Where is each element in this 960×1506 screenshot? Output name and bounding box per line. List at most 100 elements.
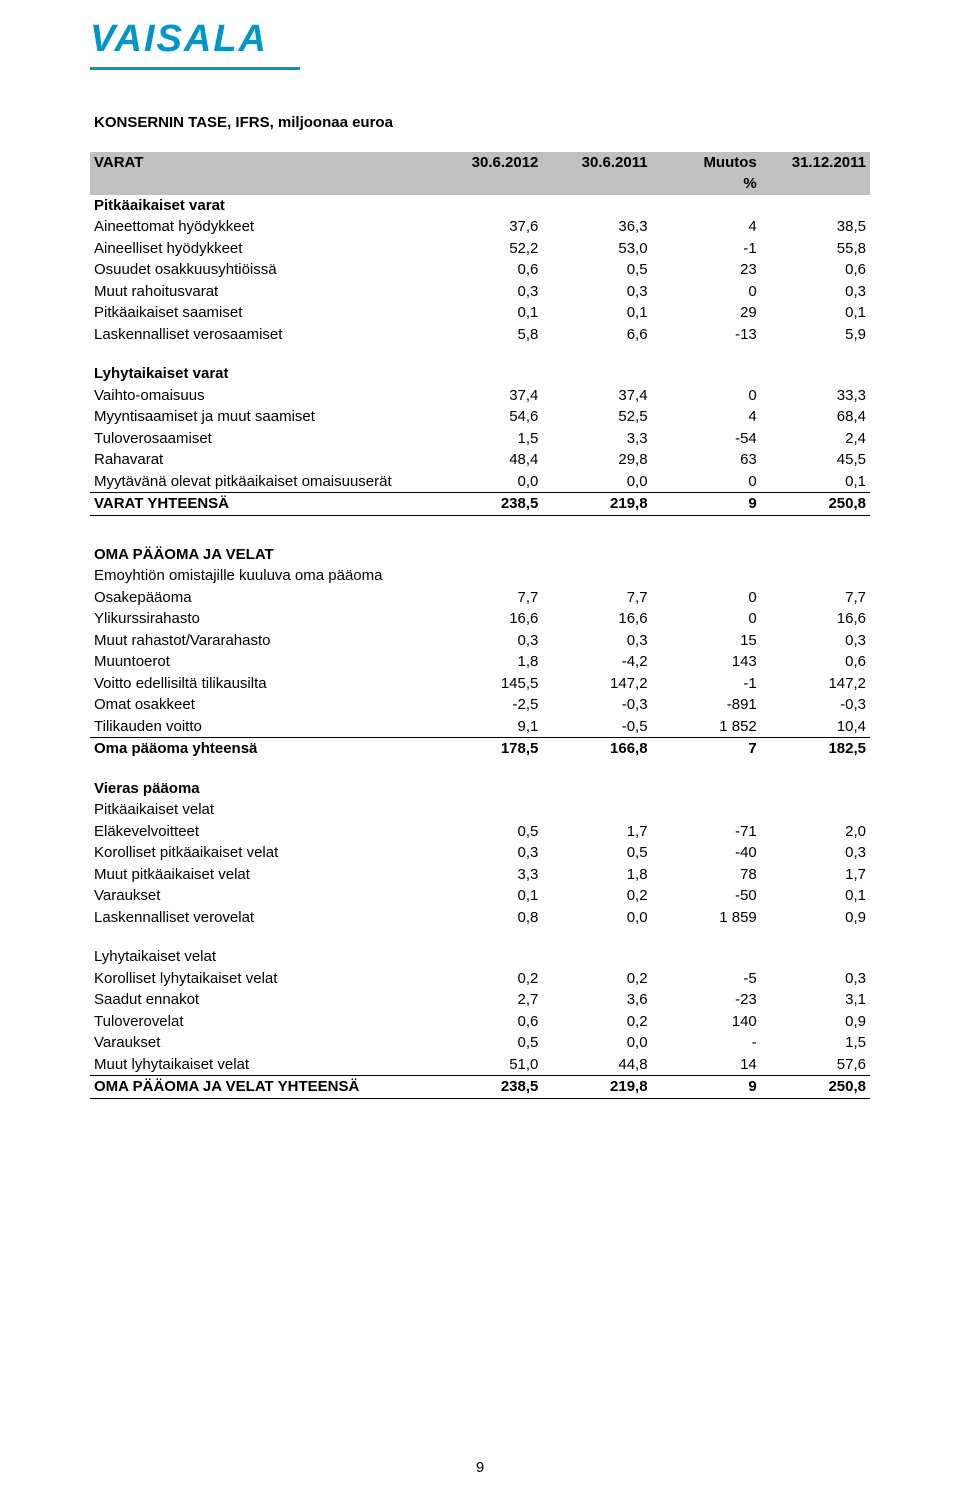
page: VAISALA KONSERNIN TASE, IFRS, miljoonaa … xyxy=(0,0,960,1506)
balance-sheet-assets: KONSERNIN TASE, IFRS, miljoonaa euroa VAR… xyxy=(90,112,870,516)
cell: 37,4 xyxy=(542,385,651,407)
row-label: VARAT YHTEENSÄ xyxy=(90,493,433,516)
cell: 238,5 xyxy=(433,1076,542,1099)
cell: 0,1 xyxy=(542,302,651,324)
table-gap xyxy=(90,516,870,544)
row-label: Muut lyhytaikaiset velat xyxy=(90,1054,433,1076)
cell: 54,6 xyxy=(433,406,542,428)
cell: 166,8 xyxy=(542,738,651,760)
cell: 36,3 xyxy=(542,216,651,238)
cell: 0,6 xyxy=(761,651,870,673)
cell: 55,8 xyxy=(761,238,870,260)
row-label: Myytävänä olevat pitkäaikaiset omaisuuse… xyxy=(90,471,433,493)
cell: 182,5 xyxy=(761,738,870,760)
cell: 9,1 xyxy=(433,716,542,738)
section-label: Lyhytaikaiset varat xyxy=(90,363,870,385)
cell: 16,6 xyxy=(433,608,542,630)
row-label: Muuntoerot xyxy=(90,651,433,673)
cell: -1 xyxy=(652,238,761,260)
cell: 0,3 xyxy=(761,842,870,864)
col-header: 31.12.2011 xyxy=(761,152,870,174)
cell: 0,6 xyxy=(761,259,870,281)
cell: 0,5 xyxy=(542,842,651,864)
cell: -0,3 xyxy=(542,694,651,716)
cell: -4,2 xyxy=(542,651,651,673)
cell: 10,4 xyxy=(761,716,870,738)
cell: 140 xyxy=(652,1011,761,1033)
cell: 9 xyxy=(652,1076,761,1099)
cell: 1,7 xyxy=(542,821,651,843)
cell: 0 xyxy=(652,587,761,609)
row-label: Osuudet osakkuusyhtiöissä xyxy=(90,259,433,281)
cell: 0 xyxy=(652,471,761,493)
row-label: Voitto edellisiltä tilikausilta xyxy=(90,673,433,695)
section-label: Pitkäaikaiset varat xyxy=(90,195,870,217)
section-label: Lyhytaikaiset velat xyxy=(90,946,870,968)
row-label: Osakepääoma xyxy=(90,587,433,609)
cell: 147,2 xyxy=(761,673,870,695)
cell: 78 xyxy=(652,864,761,886)
cell: 0,9 xyxy=(761,1011,870,1033)
cell: 1,8 xyxy=(542,864,651,886)
cell: 0,1 xyxy=(761,885,870,907)
balance-sheet-equity-liabilities: OMA PÄÄOMA JA VELATEmoyhtiön omistajille… xyxy=(90,544,870,1099)
cell: 57,6 xyxy=(761,1054,870,1076)
cell: 0,2 xyxy=(542,885,651,907)
cell: 0,5 xyxy=(433,821,542,843)
page-number: 9 xyxy=(0,1459,960,1476)
section-label: Pitkäaikaiset velat xyxy=(90,799,870,821)
row-label: Muut rahastot/Vararahasto xyxy=(90,630,433,652)
cell: 52,2 xyxy=(433,238,542,260)
cell: 38,5 xyxy=(761,216,870,238)
cell: 1,8 xyxy=(433,651,542,673)
cell: 16,6 xyxy=(761,608,870,630)
cell: 37,4 xyxy=(433,385,542,407)
cell: 0,3 xyxy=(761,630,870,652)
cell: -54 xyxy=(652,428,761,450)
cell: 0 xyxy=(652,281,761,303)
row-label: Eläkevelvoitteet xyxy=(90,821,433,843)
cell: 0,1 xyxy=(433,885,542,907)
cell: 7,7 xyxy=(761,587,870,609)
row-label: Korolliset pitkäaikaiset velat xyxy=(90,842,433,864)
brand-logo: VAISALA xyxy=(90,18,870,61)
table-title: OMA PÄÄOMA JA VELAT xyxy=(90,544,870,566)
cell: 1 852 xyxy=(652,716,761,738)
cell: 0,3 xyxy=(761,281,870,303)
row-label: Myyntisaamiset ja muut saamiset xyxy=(90,406,433,428)
table-title: KONSERNIN TASE, IFRS, miljoonaa euroa xyxy=(90,112,870,134)
cell: 0,6 xyxy=(433,259,542,281)
cell: 16,6 xyxy=(542,608,651,630)
cell: 68,4 xyxy=(761,406,870,428)
cell: 29 xyxy=(652,302,761,324)
cell: -0,3 xyxy=(761,694,870,716)
cell: 29,8 xyxy=(542,449,651,471)
cell: 3,1 xyxy=(761,989,870,1011)
cell: 7,7 xyxy=(542,587,651,609)
col-header: % xyxy=(652,173,761,195)
row-label: Saadut ennakot xyxy=(90,989,433,1011)
col-header: 30.6.2011 xyxy=(542,152,651,174)
brand-underline xyxy=(90,67,300,70)
cell: 145,5 xyxy=(433,673,542,695)
cell: 0,5 xyxy=(542,259,651,281)
cell: 0,9 xyxy=(761,907,870,929)
cell: -2,5 xyxy=(433,694,542,716)
cell: 51,0 xyxy=(433,1054,542,1076)
cell: 53,0 xyxy=(542,238,651,260)
cell: 3,3 xyxy=(433,864,542,886)
row-label: Varaukset xyxy=(90,1032,433,1054)
cell: 44,8 xyxy=(542,1054,651,1076)
row-label: Pitkäaikaiset saamiset xyxy=(90,302,433,324)
cell: -5 xyxy=(652,968,761,990)
cell: -891 xyxy=(652,694,761,716)
row-label: Laskennalliset verosaamiset xyxy=(90,324,433,346)
cell: 250,8 xyxy=(761,1076,870,1099)
cell: -0,5 xyxy=(542,716,651,738)
row-label: Korolliset lyhytaikaiset velat xyxy=(90,968,433,990)
cell: 0,3 xyxy=(542,281,651,303)
col-header: 30.6.2012 xyxy=(433,152,542,174)
cell: 250,8 xyxy=(761,493,870,516)
cell: 3,3 xyxy=(542,428,651,450)
cell: 4 xyxy=(652,406,761,428)
